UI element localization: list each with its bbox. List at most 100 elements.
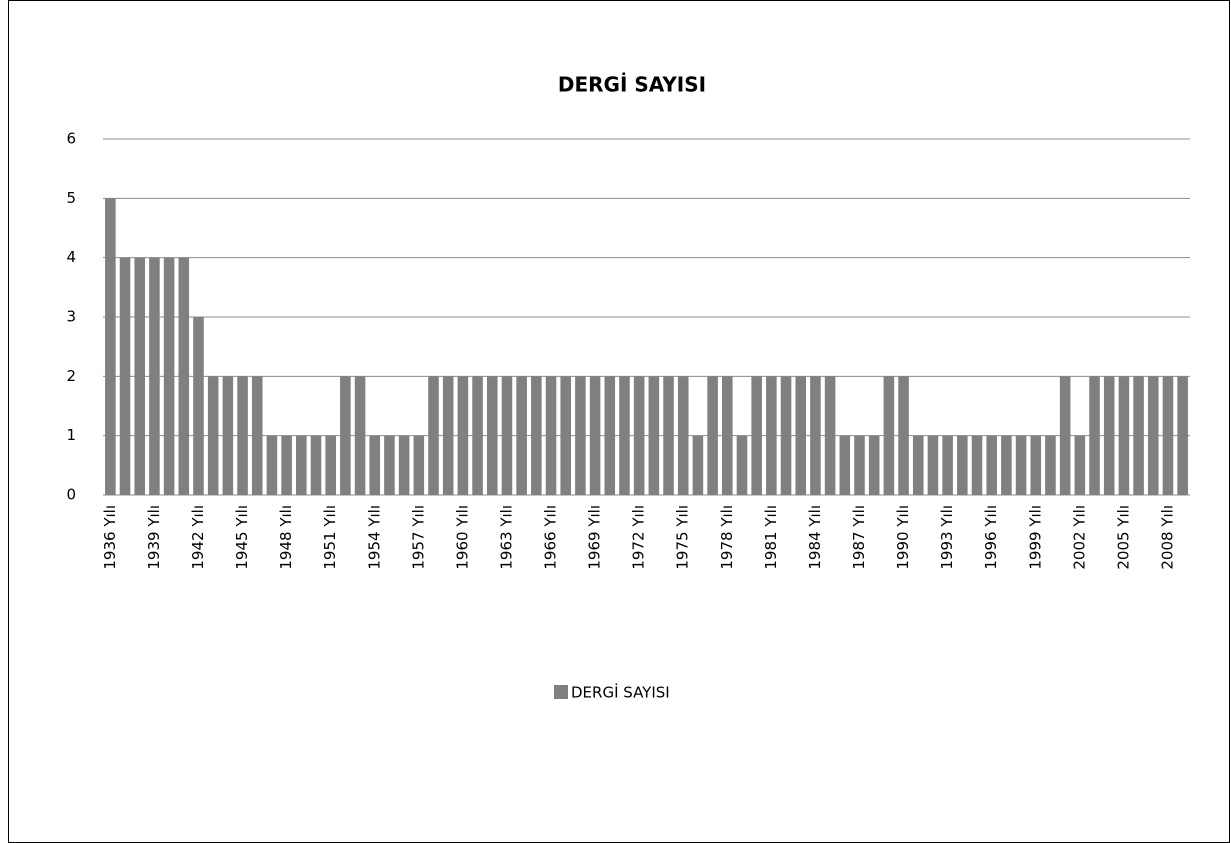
- x-tick-label: 1975 Yılı: [674, 505, 692, 570]
- bar: [369, 435, 381, 495]
- y-tick-label: 4: [66, 248, 76, 266]
- bar: [281, 435, 292, 495]
- bar: [545, 376, 557, 495]
- bar: [340, 376, 351, 495]
- x-tick-label: 1981 Yılı: [762, 505, 780, 570]
- bar: [722, 376, 733, 495]
- x-tick-label: 1990 Yılı: [894, 505, 912, 570]
- bar: [1015, 435, 1027, 495]
- x-tick-label: 2002 Yılı: [1070, 505, 1088, 570]
- bar: [310, 435, 322, 495]
- x-tick-label: 1987 Yılı: [850, 505, 868, 570]
- bar: [1133, 376, 1144, 495]
- legend-label: DERGİ SAYISI: [571, 683, 670, 702]
- bar: [119, 257, 131, 495]
- x-tick-label: 1993 Yılı: [938, 505, 956, 570]
- x-tick-label: 2005 Yılı: [1114, 505, 1132, 570]
- bar: [1162, 376, 1174, 495]
- bar: [105, 198, 116, 496]
- bar: [384, 435, 395, 495]
- x-tick-label: 1963 Yılı: [497, 505, 515, 570]
- bar: [927, 435, 939, 495]
- bar: [824, 376, 836, 495]
- bar: [868, 435, 880, 495]
- y-tick-label: 1: [66, 426, 76, 444]
- x-tick-label: 1978 Yılı: [718, 505, 736, 570]
- bar: [1118, 376, 1130, 495]
- bar: [266, 435, 278, 495]
- bar: [795, 376, 807, 495]
- bar: [707, 376, 718, 495]
- x-tick-label: 1948 Yılı: [277, 505, 295, 570]
- bar: [751, 376, 762, 495]
- bar: [766, 376, 777, 495]
- bar: [677, 376, 689, 495]
- x-tick-label: 1957 Yılı: [409, 505, 427, 570]
- bar: [619, 376, 630, 495]
- bar: [736, 435, 748, 495]
- bar: [354, 376, 366, 495]
- y-tick-label: 3: [66, 308, 76, 326]
- bar: [971, 435, 983, 495]
- bar: [663, 376, 674, 495]
- bar: [560, 376, 571, 495]
- bar: [810, 376, 821, 495]
- bar: [398, 435, 410, 495]
- y-tick-label: 0: [66, 486, 76, 504]
- bar: [898, 376, 909, 495]
- x-tick-label: 1972 Yılı: [630, 505, 648, 570]
- bar: [854, 435, 865, 495]
- bar: [428, 376, 439, 495]
- bar: [575, 376, 586, 495]
- y-tick-label: 5: [66, 189, 76, 207]
- bar: [222, 376, 234, 495]
- bar: [692, 435, 704, 495]
- bar: [1045, 435, 1056, 495]
- x-tick-label: 1969 Yılı: [586, 505, 604, 570]
- bar: [839, 435, 851, 495]
- bar: [178, 257, 190, 495]
- bar: [207, 376, 219, 495]
- chart-border: [8, 0, 1230, 843]
- bar: [193, 317, 204, 495]
- bar: [149, 257, 160, 495]
- x-tick-label: 1984 Yılı: [806, 505, 824, 570]
- x-tick-label: 1942 Yılı: [189, 505, 207, 570]
- bar: [501, 376, 513, 495]
- bar: [1177, 376, 1188, 495]
- bar: [486, 376, 498, 495]
- bar: [1030, 435, 1042, 495]
- bar: [237, 376, 248, 495]
- bar: [531, 376, 542, 495]
- bar: [912, 435, 924, 495]
- x-tick-label: 1996 Yılı: [982, 505, 1000, 570]
- x-tick-label: 1951 Yılı: [321, 505, 339, 570]
- bar: [1074, 435, 1086, 495]
- bar: [780, 376, 792, 495]
- bar: [957, 435, 968, 495]
- bar: [1103, 376, 1115, 495]
- bar: [457, 376, 469, 495]
- bar: [589, 376, 601, 495]
- bar: [1089, 376, 1100, 495]
- bar: [942, 435, 953, 495]
- y-tick-label: 2: [66, 367, 76, 385]
- bar: [516, 376, 527, 495]
- bar: [325, 435, 336, 495]
- bar: [251, 376, 263, 495]
- x-tick-label: 1966 Yılı: [542, 505, 560, 570]
- x-tick-label: 1939 Yılı: [145, 505, 163, 570]
- x-tick-label: 2008 Yılı: [1158, 505, 1176, 570]
- bar: [648, 376, 660, 495]
- bar: [604, 376, 616, 495]
- x-tick-label: 1936 Yılı: [101, 505, 119, 570]
- bar: [134, 257, 146, 495]
- bar: [442, 376, 454, 495]
- bar: [163, 257, 175, 495]
- bar: [413, 435, 425, 495]
- bar: [1147, 376, 1159, 495]
- legend-swatch: [554, 685, 568, 699]
- y-tick-label: 6: [66, 130, 76, 148]
- bar: [296, 435, 307, 495]
- bar: [633, 376, 645, 495]
